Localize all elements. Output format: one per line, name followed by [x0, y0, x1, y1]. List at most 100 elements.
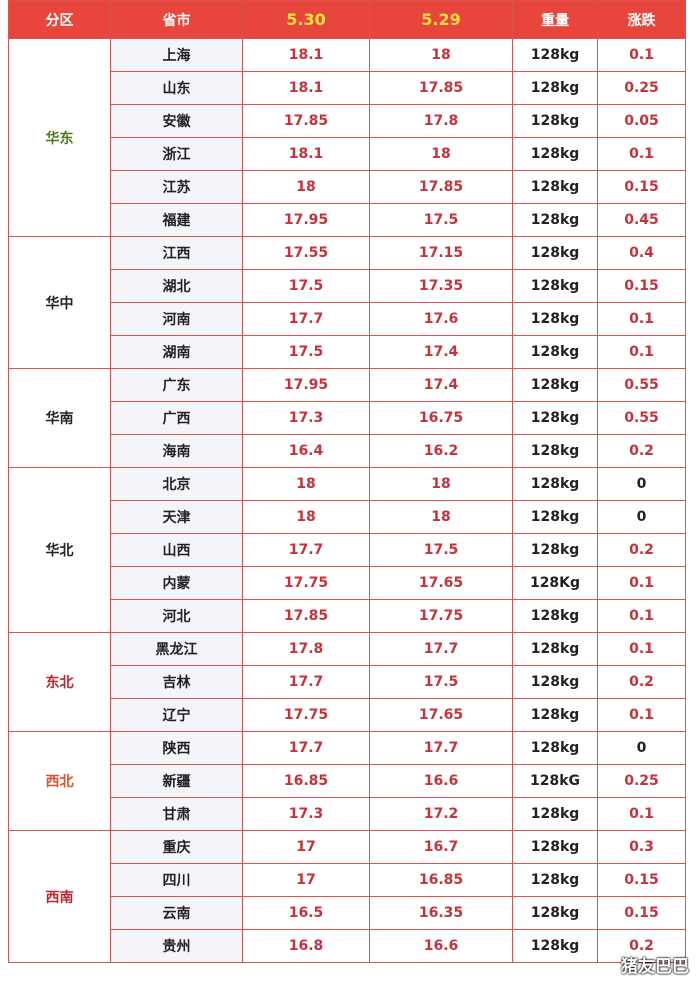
price-529-cell: 16.2	[369, 434, 513, 468]
table-row: 华东 上海 18.1 18 128kg 0.1	[8, 38, 686, 237]
price-530-cell: 17.5	[242, 269, 370, 303]
province-cell: 江西	[110, 236, 243, 270]
weight-cell: 128kg	[512, 137, 598, 171]
change-cell: 0.1	[597, 599, 686, 633]
weight-cell: 128kg	[512, 203, 598, 237]
price-530-cell: 17.85	[242, 599, 370, 633]
weight-cell: 128kg	[512, 434, 598, 468]
table-row: 天津 18 18 128kg 0	[9, 500, 686, 534]
change-cell: 0.3	[597, 830, 686, 864]
province-cell: 湖北	[110, 269, 243, 303]
weight-cell: 128Kg	[512, 566, 598, 600]
price-530-cell: 17.85	[242, 104, 370, 138]
price-530-cell: 18.1	[242, 38, 370, 72]
change-cell: 0.4	[597, 236, 686, 270]
weight-cell: 128kg	[512, 38, 598, 72]
table-row: 浙江 18.1 18 128kg 0.1	[9, 137, 686, 171]
change-cell: 0.45	[597, 203, 686, 237]
price-530-cell: 17.7	[242, 665, 370, 699]
price-530-cell: 17.75	[242, 566, 370, 600]
weight-cell: 128kg	[512, 797, 598, 831]
weight-cell: 128kg	[512, 830, 598, 864]
table-row: 辽宁 17.75 17.65 128kg 0.1	[9, 698, 686, 732]
header-cell: 分区	[8, 0, 111, 39]
price-530-cell: 18.1	[242, 71, 370, 105]
table-row: 吉林 17.7 17.5 128kg 0.2	[9, 665, 686, 699]
weight-cell: 128kG	[512, 764, 598, 798]
change-cell: 0.1	[597, 302, 686, 336]
table-row: 湖南 17.5 17.4 128kg 0.1	[9, 335, 686, 369]
change-cell: 0.15	[597, 269, 686, 303]
table-row: 湖北 17.5 17.35 128kg 0.15	[9, 269, 686, 303]
price-530-cell: 17.5	[242, 335, 370, 369]
change-cell: 0.2	[597, 434, 686, 468]
table-row: 新疆 16.85 16.6 128kG 0.25	[9, 764, 686, 798]
price-530-cell: 17.95	[242, 203, 370, 237]
region-cell: 华北	[8, 467, 111, 633]
table-row: 河北 17.85 17.75 128kg 0.1	[9, 599, 686, 633]
price-529-cell: 17.65	[369, 698, 513, 732]
price-529-cell: 17.15	[369, 236, 513, 270]
change-cell: 0.25	[597, 71, 686, 105]
province-cell: 江苏	[110, 170, 243, 204]
province-cell: 黑龙江	[110, 632, 243, 666]
price-530-cell: 17.55	[242, 236, 370, 270]
region-cell: 西北	[8, 731, 111, 831]
table-row: 海南 16.4 16.2 128kg 0.2	[9, 434, 686, 468]
price-530-cell: 18.1	[242, 137, 370, 171]
change-cell: 0.55	[597, 368, 686, 402]
province-cell: 安徽	[110, 104, 243, 138]
province-cell: 河北	[110, 599, 243, 633]
table-row: 云南 16.5 16.35 128kg 0.15	[9, 896, 686, 930]
price-530-cell: 17.8	[242, 632, 370, 666]
price-529-cell: 18	[369, 467, 513, 501]
weight-cell: 128kg	[512, 665, 598, 699]
change-cell: 0.2	[597, 929, 686, 963]
province-cell: 浙江	[110, 137, 243, 171]
table-row: 甘肃 17.3 17.2 128kg 0.1	[9, 797, 686, 831]
province-cell: 天津	[110, 500, 243, 534]
table-body: 华东 上海 18.1 18 128kg 0.1 山东 18.1 17.85 128kg 0.25 安徽…	[8, 38, 686, 963]
price-530-cell: 18	[242, 500, 370, 534]
price-530-cell: 17	[242, 830, 370, 864]
change-cell: 0.05	[597, 104, 686, 138]
table-row: 华中 江西 17.55 17.15 128kg 0.4	[8, 236, 686, 369]
change-cell: 0	[597, 467, 686, 501]
header-cell: 5.30	[242, 0, 370, 39]
price-530-cell: 17.3	[242, 401, 370, 435]
weight-cell: 128kg	[512, 863, 598, 897]
change-cell: 0	[597, 731, 686, 765]
change-cell: 0.1	[597, 698, 686, 732]
watermark: 猪友巴巴	[621, 957, 689, 977]
price-530-cell: 16.5	[242, 896, 370, 930]
province-cell: 重庆	[110, 830, 243, 864]
header-cell: 重量	[512, 0, 598, 39]
table-row: 福建 17.95 17.5 128kg 0.45	[9, 203, 686, 237]
price-529-cell: 16.7	[369, 830, 513, 864]
change-cell: 0	[597, 500, 686, 534]
weight-cell: 128kg	[512, 929, 598, 963]
price-530-cell: 18	[242, 170, 370, 204]
change-cell: 0.1	[597, 38, 686, 72]
price-530-cell: 17.7	[242, 731, 370, 765]
price-529-cell: 18	[369, 38, 513, 72]
region-cell: 西南	[8, 830, 111, 963]
weight-cell: 128kg	[512, 335, 598, 369]
price-530-cell: 18	[242, 467, 370, 501]
price-529-cell: 16.85	[369, 863, 513, 897]
province-cell: 四川	[110, 863, 243, 897]
weight-cell: 128kg	[512, 302, 598, 336]
price-529-cell: 17.65	[369, 566, 513, 600]
price-table: 分区 省市 5.30 5.29 重量 涨跌 华东 上海 18.1 18 128kg 0.1 山东 18.…	[8, 0, 686, 963]
province-cell: 广西	[110, 401, 243, 435]
weight-cell: 128kg	[512, 71, 598, 105]
table-row: 四川 17 16.85 128kg 0.15	[9, 863, 686, 897]
price-529-cell: 16.75	[369, 401, 513, 435]
table-row: 华北 北京 18 18 128kg 0	[8, 467, 686, 633]
table-row: 西北 陕西 17.7 17.7 128kg 0	[8, 731, 686, 831]
header-cell: 涨跌	[597, 0, 686, 39]
price-529-cell: 17.4	[369, 335, 513, 369]
table-row: 贵州 16.8 16.6 128kg 0.2	[9, 929, 686, 963]
price-530-cell: 17.7	[242, 533, 370, 567]
